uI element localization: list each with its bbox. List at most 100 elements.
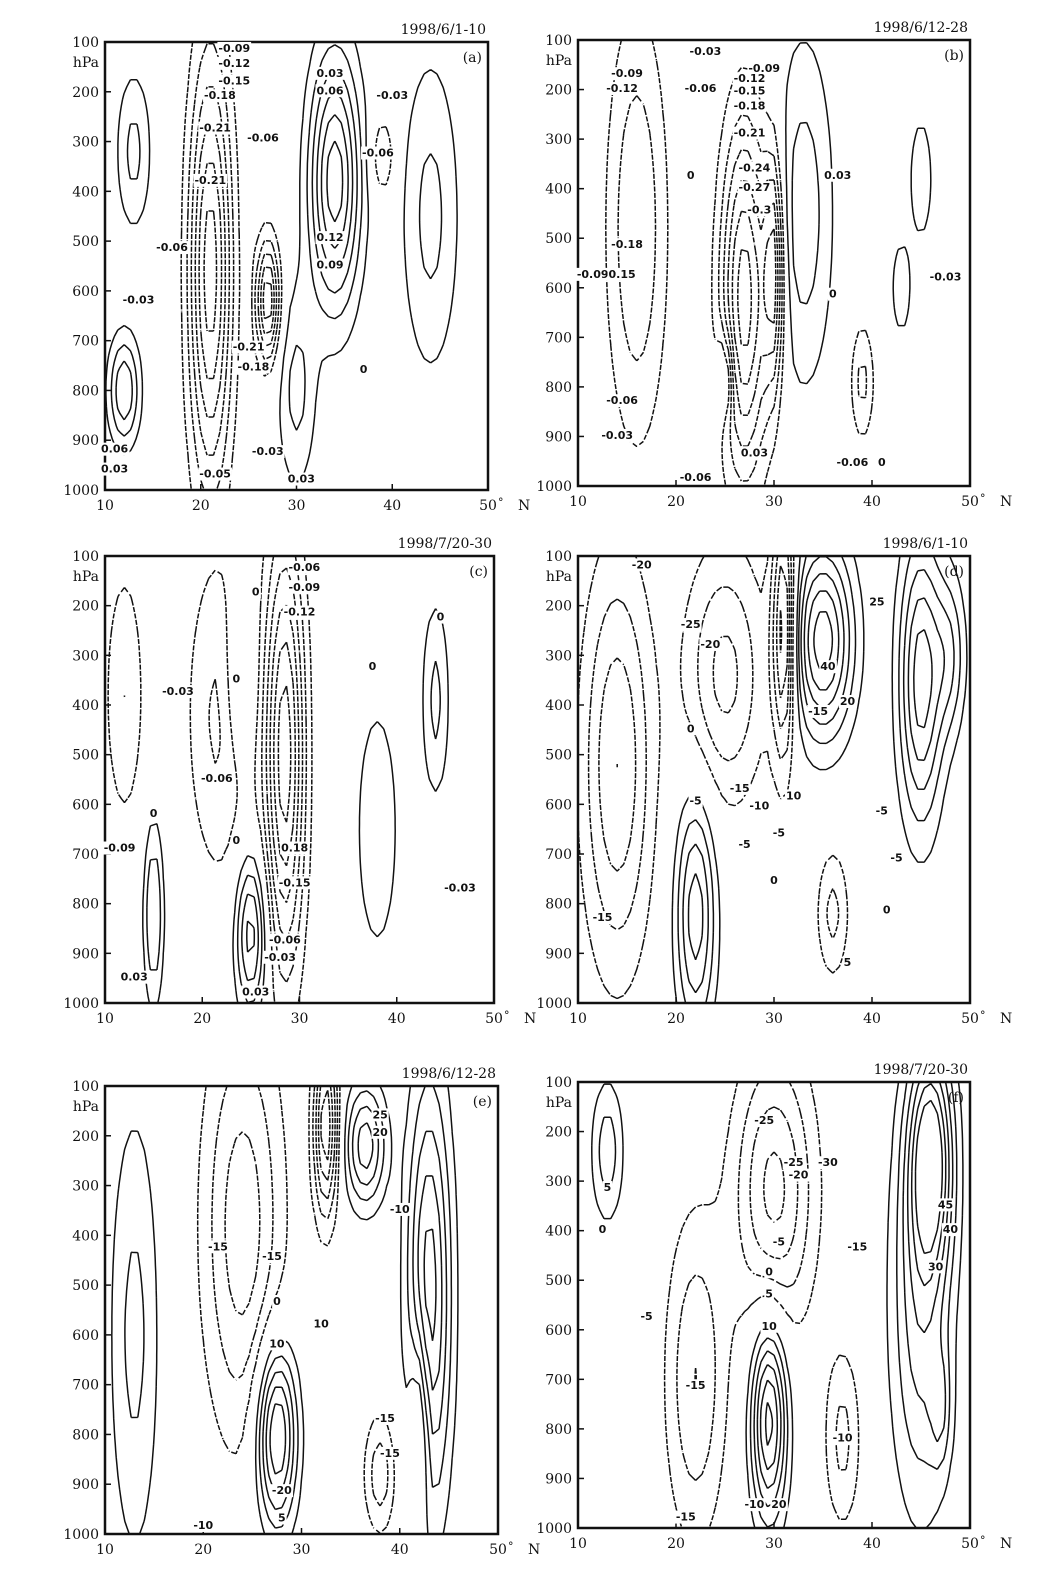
contour-label: -0.09 bbox=[611, 67, 643, 80]
contour-label: -0.06 bbox=[289, 561, 321, 574]
contour-label-bg bbox=[684, 1379, 707, 1393]
negative-contour bbox=[779, 610, 783, 653]
y-tick-label: 600 bbox=[545, 1323, 572, 1339]
contour-label-bg bbox=[600, 428, 635, 442]
contour-label: 0 bbox=[687, 722, 695, 735]
negative-contour bbox=[317, 1086, 334, 1181]
contour-label-bg bbox=[881, 903, 892, 917]
contour-label: -0.03 bbox=[376, 89, 408, 102]
contour-label-bg bbox=[272, 1295, 283, 1309]
contour-label: 25 bbox=[372, 1108, 387, 1121]
contour-label-bg bbox=[198, 467, 232, 481]
negative-contour bbox=[196, 1086, 396, 1534]
panel-title: 1998/6/1-10 bbox=[401, 22, 486, 38]
positive-contour bbox=[111, 1086, 459, 1534]
x-axis-label: N bbox=[1000, 1536, 1012, 1552]
contour-label-bg bbox=[739, 446, 769, 460]
positive-contour bbox=[265, 1122, 443, 1494]
contour-label: -0.06 bbox=[247, 132, 279, 145]
positive-contour bbox=[764, 1099, 944, 1446]
contour-label-bg bbox=[747, 62, 782, 76]
contour-label: 20 bbox=[372, 1126, 388, 1139]
contour-label: -15 bbox=[375, 1412, 395, 1425]
contour-label-bg bbox=[286, 472, 316, 486]
x-tick-label: 20 bbox=[193, 1011, 211, 1027]
contour-label: -10 bbox=[833, 1431, 853, 1444]
contour-label: -10 bbox=[744, 1498, 764, 1511]
contour-label-bg bbox=[685, 722, 696, 736]
contour-label: 0.06 bbox=[316, 84, 343, 97]
contour-label-bg bbox=[770, 1498, 788, 1512]
contour-label-bg bbox=[443, 881, 477, 895]
x-tick-label: 30 bbox=[288, 498, 306, 514]
contour-label-bg bbox=[435, 610, 446, 624]
contour-label-bg bbox=[207, 1240, 229, 1254]
contour-label: -25 bbox=[784, 1156, 804, 1169]
contour-label-bg bbox=[375, 89, 410, 103]
y-tick-label: 800 bbox=[72, 383, 99, 399]
positive-contour bbox=[807, 590, 933, 729]
contour-label-bg bbox=[699, 637, 722, 651]
contour-label: -15 bbox=[380, 1447, 400, 1460]
contour-label: -0.06 bbox=[156, 241, 188, 254]
x-tick-label: 50 bbox=[489, 1542, 507, 1558]
contour-label: -0.27 bbox=[739, 181, 771, 194]
contour-label-bg bbox=[764, 1265, 775, 1279]
contour-label: -0.03 bbox=[690, 45, 722, 58]
contour-label: 0 bbox=[273, 1295, 281, 1308]
contour-label-bg bbox=[388, 1202, 412, 1216]
panel-title: 1998/6/12-28 bbox=[874, 20, 968, 36]
y-tick-label: 1000 bbox=[536, 996, 572, 1012]
x-tick-label: 20 bbox=[667, 1536, 685, 1552]
negative-contour bbox=[186, 43, 280, 490]
contour-label-bg bbox=[198, 121, 232, 135]
contour-label: 0.09 bbox=[316, 258, 343, 271]
y-tick-label: 1000 bbox=[536, 1521, 572, 1537]
contour-label: -0.03 bbox=[444, 881, 476, 894]
contour-label-bg bbox=[607, 267, 637, 281]
contour-label-bg bbox=[236, 360, 271, 374]
contour-label-bg bbox=[746, 203, 773, 217]
contour-label-bg bbox=[827, 287, 838, 301]
y-axis-label: hPa bbox=[73, 55, 99, 71]
contour-label: 0.18 bbox=[281, 842, 308, 855]
negative-contour bbox=[731, 210, 777, 385]
contour-label-bg bbox=[217, 41, 252, 55]
y-tick-label: 700 bbox=[545, 1372, 572, 1388]
contour-label-bg bbox=[250, 585, 261, 599]
y-tick-label: 100 bbox=[545, 1075, 572, 1091]
contour-label-bg bbox=[287, 580, 322, 594]
contour-label: -25 bbox=[681, 618, 701, 631]
contour-label-bg bbox=[602, 1181, 613, 1195]
contour-label: -0.15 bbox=[279, 876, 311, 889]
contour-label-bg bbox=[282, 605, 317, 619]
x-tick-label: 40 bbox=[863, 1536, 881, 1552]
contour-label-bg bbox=[876, 456, 887, 470]
contour-label: -15 bbox=[208, 1240, 228, 1253]
y-tick-label: 500 bbox=[72, 748, 99, 764]
contour-label: 25 bbox=[869, 596, 884, 609]
contour-label: -20 bbox=[272, 1484, 292, 1497]
contour-label-bg bbox=[941, 1223, 960, 1237]
contour-label: 0 bbox=[770, 874, 778, 887]
contour-label-bg bbox=[927, 1260, 945, 1274]
y-tick-label: 700 bbox=[545, 847, 572, 863]
y-tick-label: 100 bbox=[72, 35, 99, 51]
x-tick-label: 20 bbox=[192, 498, 210, 514]
contour-label: -0.06 bbox=[685, 82, 717, 95]
contour-label-bg bbox=[371, 1125, 390, 1139]
contour-label-bg bbox=[287, 560, 322, 574]
y-tick-label: 300 bbox=[72, 648, 99, 664]
y-tick-label: 900 bbox=[545, 946, 572, 962]
y-tick-label: 500 bbox=[545, 1273, 572, 1289]
y-tick-label: 600 bbox=[545, 281, 572, 297]
contour-label-bg bbox=[217, 56, 252, 70]
contour-label: -15 bbox=[808, 705, 828, 718]
panel-letter: (f) bbox=[948, 1090, 964, 1106]
x-tick-label: 30 bbox=[765, 494, 783, 510]
contour-label-bg bbox=[874, 804, 889, 818]
x-tick-label: 10 bbox=[569, 494, 587, 510]
contour-label: -0.03 bbox=[162, 685, 194, 698]
contour-label-bg bbox=[688, 44, 723, 58]
